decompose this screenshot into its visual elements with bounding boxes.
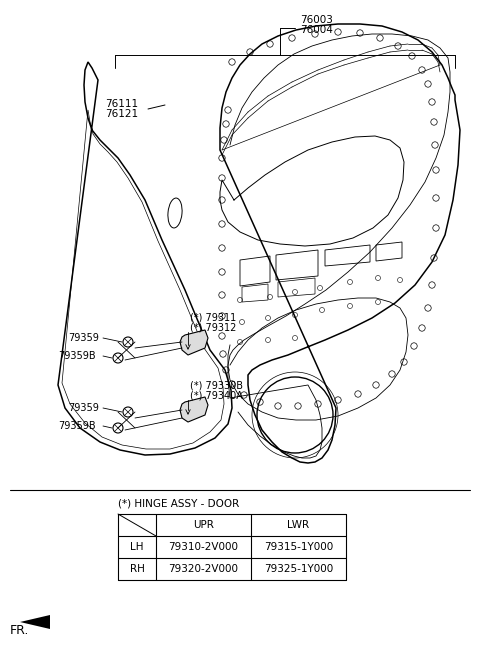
Text: 79320-2V000: 79320-2V000 [168,564,239,574]
Text: LH: LH [130,542,144,552]
Polygon shape [20,615,50,629]
Text: UPR: UPR [193,520,214,530]
Polygon shape [180,330,208,355]
Text: 79325-1Y000: 79325-1Y000 [264,564,333,574]
Text: 79310-2V000: 79310-2V000 [168,542,239,552]
Text: 79315-1Y000: 79315-1Y000 [264,542,333,552]
Text: FR.: FR. [10,623,29,636]
Text: (*) 79311: (*) 79311 [190,313,236,323]
Text: 76004: 76004 [300,25,333,35]
Text: 79359B: 79359B [58,421,96,431]
Text: 76121: 76121 [105,109,138,119]
Text: LWR: LWR [288,520,310,530]
Text: RH: RH [130,564,144,574]
Text: 79359B: 79359B [58,351,96,361]
Text: 79359: 79359 [68,403,99,413]
Polygon shape [180,397,208,422]
Text: 79359: 79359 [68,333,99,343]
Text: (*) 79340A: (*) 79340A [190,390,243,400]
Text: 76003: 76003 [300,15,333,25]
Text: 76111: 76111 [105,99,138,109]
Text: (*) HINGE ASSY - DOOR: (*) HINGE ASSY - DOOR [118,499,239,509]
Text: (*) 79312: (*) 79312 [190,323,236,333]
Text: (*) 79330B: (*) 79330B [190,380,243,390]
